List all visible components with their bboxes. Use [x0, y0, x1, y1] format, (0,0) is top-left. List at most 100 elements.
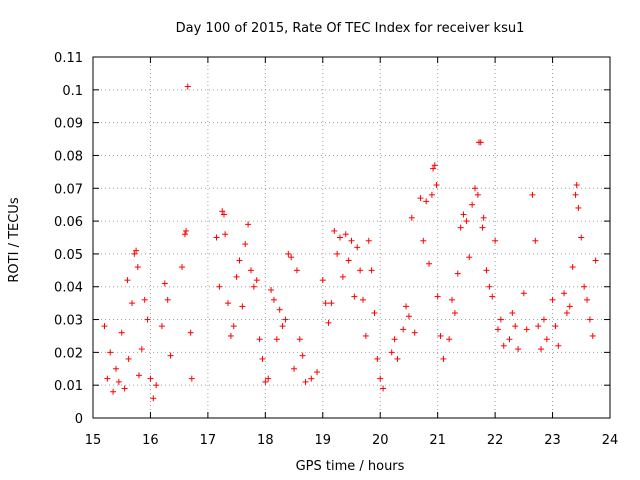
data-point [359, 296, 366, 303]
data-point [520, 290, 527, 297]
data-point [538, 346, 545, 353]
data-point [420, 237, 427, 244]
data-point [125, 355, 132, 362]
data-point [460, 211, 467, 218]
data-point [161, 280, 168, 287]
data-point [308, 375, 315, 382]
data-point [104, 375, 111, 382]
data-point [463, 218, 470, 225]
data-point [302, 378, 309, 385]
data-point [417, 195, 424, 202]
x-tick-label: 18 [257, 433, 274, 448]
data-point [437, 332, 444, 339]
data-point [167, 352, 174, 359]
data-point [279, 323, 286, 330]
data-point [242, 241, 249, 248]
data-point [529, 191, 536, 198]
data-point [569, 264, 576, 271]
x-tick-label: 23 [544, 433, 561, 448]
x-tick-label: 22 [487, 433, 504, 448]
data-point [124, 277, 131, 284]
data-point [486, 283, 493, 290]
data-point [354, 244, 361, 251]
y-tick-label: 0.09 [54, 117, 83, 132]
data-point [227, 332, 234, 339]
data-point [368, 267, 375, 274]
data-point [112, 365, 119, 372]
y-tick-label: 0.05 [54, 248, 83, 263]
plot-frame [92, 56, 611, 419]
data-point [158, 323, 165, 330]
data-point [268, 287, 275, 294]
data-point [220, 211, 227, 218]
x-tick-label: 15 [85, 433, 102, 448]
data-point [357, 267, 364, 274]
data-point [319, 277, 326, 284]
data-point [555, 342, 562, 349]
data-point [509, 309, 516, 316]
data-point [532, 237, 539, 244]
data-point [535, 323, 542, 330]
data-point [523, 326, 530, 333]
data-point [380, 385, 387, 392]
data-point [247, 267, 254, 274]
y-tick-label: 0.03 [54, 314, 83, 329]
data-point [592, 257, 599, 264]
data-point [233, 273, 240, 280]
data-point [181, 231, 188, 238]
data-point [573, 181, 580, 188]
data-point [107, 349, 114, 356]
data-point [337, 234, 344, 241]
data-point [348, 237, 355, 244]
data-point [515, 346, 522, 353]
data-point [121, 385, 128, 392]
data-point [423, 198, 430, 205]
data-point [371, 309, 378, 316]
data-point [566, 303, 573, 310]
x-tick-label: 17 [200, 433, 217, 448]
data-point [540, 316, 547, 323]
data-point [581, 283, 588, 290]
data-point [472, 185, 479, 192]
data-point [153, 382, 160, 389]
data-point [265, 375, 272, 382]
data-point [115, 378, 122, 385]
data-point [325, 319, 332, 326]
data-point [403, 303, 410, 310]
x-axis-label: GPS time / hours [296, 459, 405, 474]
data-point [552, 323, 559, 330]
y-tick-label: 0.04 [54, 281, 83, 296]
data-point [270, 296, 277, 303]
data-point [273, 336, 280, 343]
data-point [575, 204, 582, 211]
data-point [296, 336, 303, 343]
y-tick-label: 0.02 [54, 346, 83, 361]
data-point [133, 247, 140, 254]
data-point [431, 162, 438, 169]
data-point [222, 231, 229, 238]
data-point [362, 332, 369, 339]
data-point [365, 237, 372, 244]
data-point [586, 316, 593, 323]
data-point [477, 139, 484, 146]
data-point [187, 329, 194, 336]
data-point [188, 375, 195, 382]
data-point [489, 293, 496, 300]
data-point [253, 277, 260, 284]
data-point [314, 369, 321, 376]
data-point [408, 214, 415, 221]
data-point [293, 267, 300, 274]
data-point [291, 365, 298, 372]
data-point [141, 296, 148, 303]
data-point [451, 309, 458, 316]
data-points [101, 83, 599, 402]
x-tick-label: 21 [429, 433, 446, 448]
y-tick-label: 0.08 [54, 149, 83, 164]
data-point [129, 300, 136, 307]
data-point [322, 300, 329, 307]
x-tick-label: 24 [602, 433, 619, 448]
data-point [428, 191, 435, 198]
data-point [250, 283, 257, 290]
data-point [118, 329, 125, 336]
